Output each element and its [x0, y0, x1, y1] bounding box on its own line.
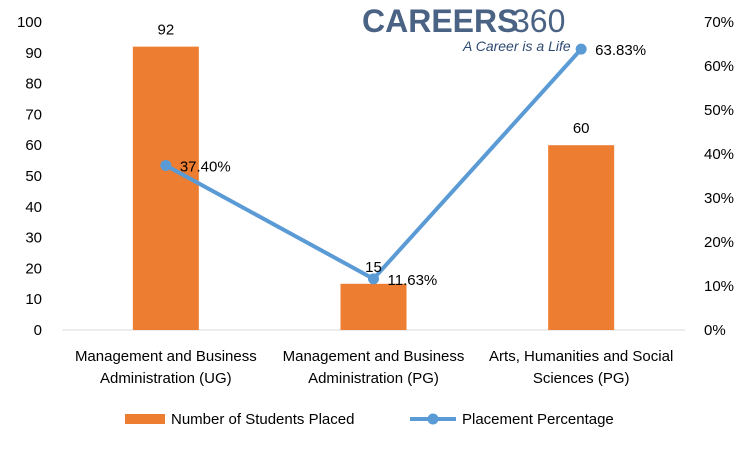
legend-swatch-bar: [125, 414, 165, 424]
y-left-tick-label: 40: [25, 199, 42, 216]
bar-value-label: 92: [157, 22, 174, 39]
bar: [340, 283, 407, 330]
y-left-tick-label: 10: [25, 291, 42, 308]
line-series: [160, 43, 587, 285]
category-labels: Management and Business Administration (U…: [75, 348, 673, 387]
bar-value-label: 15: [365, 259, 382, 276]
category-label: Arts, Humanities and Social: [489, 348, 673, 365]
line-value-label: 37.40%: [180, 158, 231, 175]
legend: Number of Students Placed Placement Perce…: [125, 411, 614, 428]
careers360-logo: CAREERS 360 A Career is a Life: [362, 3, 571, 54]
legend-swatch-marker: [427, 413, 439, 425]
data-labels: 92 15 60 37.40% 11.63% 63.83%: [157, 22, 646, 289]
y-left-tick-label: 70: [25, 106, 42, 123]
category-label: Management and Business: [75, 348, 257, 365]
bar-value-label: 60: [573, 120, 590, 137]
y-right-tick-label: 10%: [704, 278, 734, 295]
y-right-tick-label: 40%: [704, 146, 734, 163]
category-label: Management and Business: [283, 348, 465, 365]
y-left-tick-label: 0: [34, 322, 42, 339]
y-left-tick-label: 30: [25, 230, 42, 247]
line-point: [368, 273, 379, 285]
legend-label: Placement Percentage: [462, 411, 614, 428]
y-left-tick-label: 60: [25, 137, 42, 154]
y-left-tick-label: 100: [17, 14, 42, 31]
y-right-tick-label: 0%: [704, 322, 726, 339]
line-value-label: 11.63%: [388, 272, 438, 289]
legend-label: Number of Students Placed: [171, 411, 354, 428]
y-left-tick-label: 50: [25, 168, 42, 185]
y-right-tick-label: 50%: [704, 102, 734, 119]
line-point: [575, 43, 587, 55]
y-right-tick-label: 70%: [704, 14, 734, 31]
y-right-tick-label: 20%: [704, 234, 734, 251]
y-right-tick-label: 60%: [704, 58, 734, 75]
category-label: Administration (UG): [100, 370, 232, 387]
line-value-label: 63.83%: [595, 42, 646, 59]
logo-number: 360: [512, 3, 565, 39]
y-left-tick-label: 20: [25, 260, 42, 277]
bar: [548, 145, 615, 330]
axes: 0 10 20 30 40 50 60 70 80 90 100 0% 10% 20% 30% 40% 50% 6…: [17, 14, 734, 339]
y-left-tick-label: 80: [25, 76, 42, 93]
y-right-tick-label: 30%: [704, 190, 734, 207]
category-label: Administration (PG): [308, 370, 439, 387]
logo-tagline: A Career is a Life: [462, 38, 571, 54]
bar-series: [132, 46, 615, 330]
bar: [132, 46, 199, 330]
logo-brand: CAREERS: [362, 3, 518, 39]
category-label: Sciences (PG): [533, 370, 630, 387]
y-left-tick-label: 90: [25, 45, 42, 62]
line-point: [160, 159, 172, 171]
